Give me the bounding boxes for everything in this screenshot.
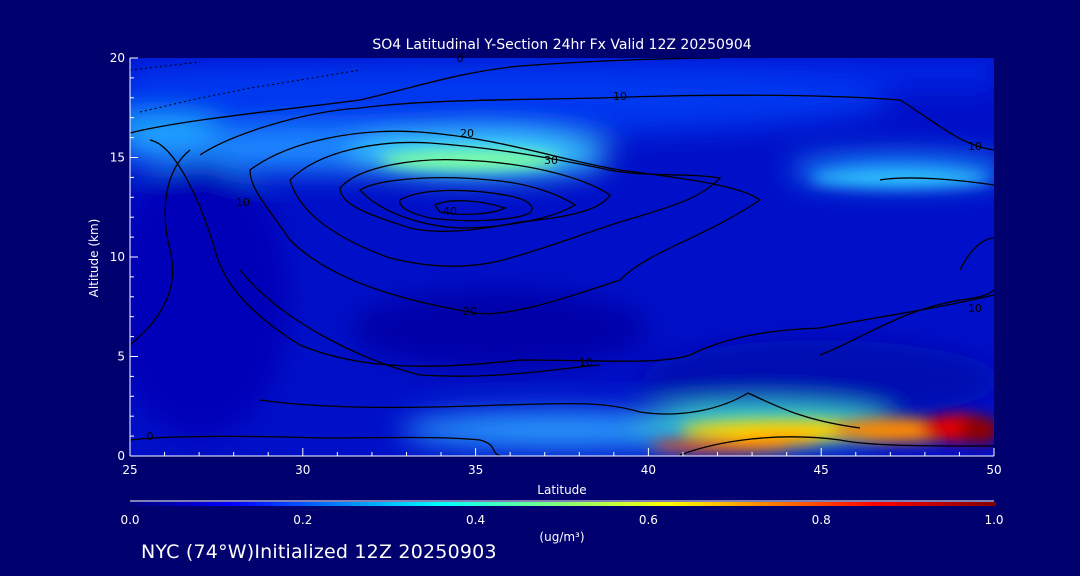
x-axis-label: Latitude <box>537 483 586 497</box>
contour-label: 30 <box>544 154 558 167</box>
y-axis: 0 5 10 15 20 <box>110 51 138 463</box>
contour-line <box>130 58 721 134</box>
contour-lines <box>130 58 994 456</box>
contour-label: 40 <box>443 205 457 218</box>
colorbar: 0.0 0.2 0.4 0.6 0.8 1.0 (ug/m³) <box>120 500 1004 544</box>
contour-line <box>149 139 994 367</box>
y-axis-label: Altitude (km) <box>87 219 101 298</box>
contour-line <box>879 177 994 186</box>
initialization-caption: NYC (74°W)Initialized 12Z 20250903 <box>141 541 497 563</box>
contour-line <box>434 200 507 215</box>
contour-line <box>130 149 191 346</box>
x-axis: 25 30 35 40 45 50 <box>122 448 1002 477</box>
colorbar-unit-label: (ug/m³) <box>539 530 584 544</box>
colorbar-tick-label: 0.2 <box>293 513 312 527</box>
colorbar-gradient <box>130 502 996 506</box>
contour-line <box>819 289 994 356</box>
concentration-field <box>130 58 994 456</box>
contour-line <box>399 189 533 222</box>
colorbar-ticks: 0.0 0.2 0.4 0.6 0.8 1.0 <box>120 513 1003 527</box>
contour-line <box>199 94 994 156</box>
contour-label: 10 <box>579 356 593 369</box>
x-tick-label: 25 <box>122 463 137 477</box>
colorbar-tick-label: 0.6 <box>639 513 658 527</box>
contour-label-group: 0 10 20 30 40 10 10 20 10 10 0 <box>147 52 983 443</box>
contour-line <box>249 130 762 315</box>
contour-label: 20 <box>460 127 474 140</box>
contour-label: 0 <box>147 430 154 443</box>
contour-label: 10 <box>236 196 250 209</box>
chart-title: SO4 Latitudinal Y-Section 24hr Fx Valid … <box>372 37 751 53</box>
contour-label: 20 <box>463 305 477 318</box>
x-tick-label: 30 <box>295 463 310 477</box>
contour-line <box>959 237 994 271</box>
contour-line <box>358 177 577 229</box>
contour-label: 10 <box>613 90 627 103</box>
y-tick-label: 10 <box>110 250 125 264</box>
contour-label: 10 <box>968 140 982 153</box>
colorbar-tick-label: 0.8 <box>812 513 831 527</box>
dotted-contour-line <box>130 61 361 113</box>
y-tick-label: 20 <box>110 51 125 65</box>
contour-line <box>239 269 601 377</box>
x-tick-label: 45 <box>814 463 829 477</box>
colorbar-tick-label: 1.0 <box>984 513 1003 527</box>
y-tick-label: 5 <box>117 350 125 364</box>
y-tick-label: 0 <box>117 449 125 463</box>
contour-line <box>679 436 994 456</box>
contour-line <box>289 141 722 267</box>
x-tick-label: 40 <box>641 463 656 477</box>
x-tick-label: 50 <box>986 463 1001 477</box>
contour-label: 0 <box>457 52 464 65</box>
y-tick-label: 15 <box>110 151 125 165</box>
colorbar-tick-label: 0.4 <box>466 513 485 527</box>
contour-line <box>339 159 611 232</box>
colorbar-tick-label: 0.0 <box>120 513 139 527</box>
contour-line <box>130 435 501 456</box>
contour-line <box>259 392 861 429</box>
contour-label: 10 <box>968 302 982 315</box>
x-tick-label: 35 <box>468 463 483 477</box>
